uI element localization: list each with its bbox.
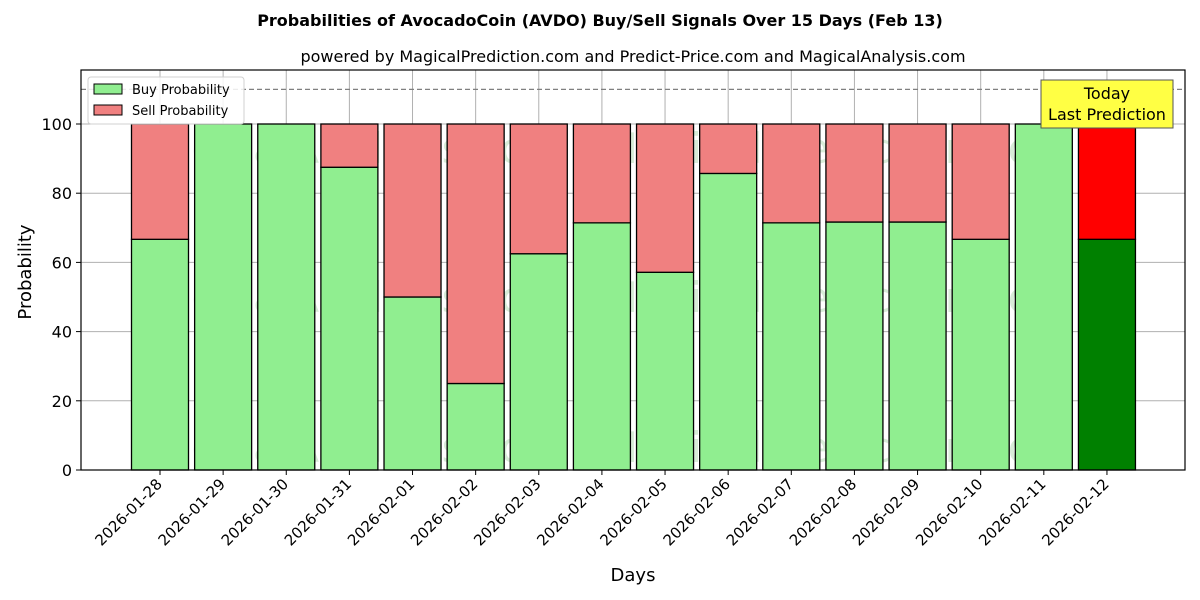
x-tick-label: 2026-02-11 <box>975 475 1049 549</box>
x-tick-label: 2026-01-29 <box>155 475 229 549</box>
bar-sell <box>762 123 821 224</box>
x-tick-label: 2026-02-08 <box>786 475 860 549</box>
bar-sell <box>320 123 379 168</box>
chart-subtitle: powered by MagicalPrediction.com and Pre… <box>300 47 965 66</box>
x-tick-label: 2026-02-03 <box>470 475 544 549</box>
y-tick-label: 100 <box>41 115 72 134</box>
x-tick-label: 2026-02-04 <box>533 475 607 549</box>
x-tick-label: 2026-02-10 <box>912 475 986 549</box>
legend-box <box>87 76 245 125</box>
legend: Buy Probability Sell Probability <box>87 76 245 125</box>
legend-label: Sell Probability <box>132 104 229 119</box>
y-tick-label: 60 <box>52 253 72 272</box>
bar-sell <box>383 123 442 298</box>
y-tick-label: 80 <box>52 184 72 203</box>
bar-buy <box>446 382 505 471</box>
x-tick-label: 2026-01-28 <box>91 475 165 549</box>
bar-sell <box>951 123 1010 240</box>
bar-buy <box>257 123 316 471</box>
y-axis-label: Probability <box>15 224 36 319</box>
bar-buy <box>951 238 1010 471</box>
x-tick-label: 2026-01-31 <box>281 475 355 549</box>
bar-sell <box>1077 123 1137 240</box>
legend-swatch <box>93 104 123 116</box>
bar-sell <box>635 123 695 273</box>
bar-buy <box>825 221 884 471</box>
x-tick-label: 2026-01-30 <box>218 475 292 549</box>
legend-label: Buy Probability <box>132 83 230 98</box>
bar-buy <box>509 253 568 471</box>
bar-buy <box>320 166 379 471</box>
x-tick-label: 2026-02-07 <box>723 475 797 549</box>
y-tick-label: 20 <box>52 392 72 411</box>
bar-buy <box>1014 123 1073 471</box>
bar-buy <box>699 172 758 471</box>
plot-area: MagicalAnalysis.comMagicalPrediction.com… <box>41 69 1186 549</box>
bar-sell <box>572 123 632 224</box>
bar-buy <box>888 221 947 471</box>
bar-sell <box>825 123 884 223</box>
y-tick-label: 40 <box>52 323 72 342</box>
x-tick-label: 2026-02-06 <box>660 475 734 549</box>
annotation-text: Today <box>1083 84 1130 103</box>
bar-buy <box>572 222 632 471</box>
annotation-box <box>1040 79 1174 129</box>
x-tick-label: 2026-02-05 <box>596 475 670 549</box>
bar-buy <box>383 296 442 471</box>
bar-sell <box>446 123 505 385</box>
legend-swatch <box>93 83 123 95</box>
bar-buy <box>762 222 821 471</box>
bar-buy <box>635 271 695 471</box>
x-tick-label: 2026-02-02 <box>407 475 481 549</box>
x-axis-label: Days <box>611 565 656 586</box>
bar-sell <box>699 123 758 175</box>
axes-frame <box>80 69 1186 471</box>
x-tick-label: 2026-02-01 <box>344 475 418 549</box>
annotation-today: Today Last Prediction <box>1040 79 1174 129</box>
bar-sell <box>888 123 947 223</box>
bar-buy <box>193 123 253 471</box>
x-tick-label: 2026-02-09 <box>849 475 923 549</box>
chart-title: Probabilities of AvocadoCoin (AVDO) Buy/… <box>257 11 943 30</box>
bar-sell <box>509 123 568 255</box>
annotation-text: Last Prediction <box>1048 105 1166 124</box>
y-tick-label: 0 <box>62 461 72 480</box>
bar-buy <box>130 238 190 471</box>
x-tick-label: 2026-02-12 <box>1038 475 1112 549</box>
bar-buy <box>1077 238 1137 471</box>
bar-sell <box>130 123 190 240</box>
